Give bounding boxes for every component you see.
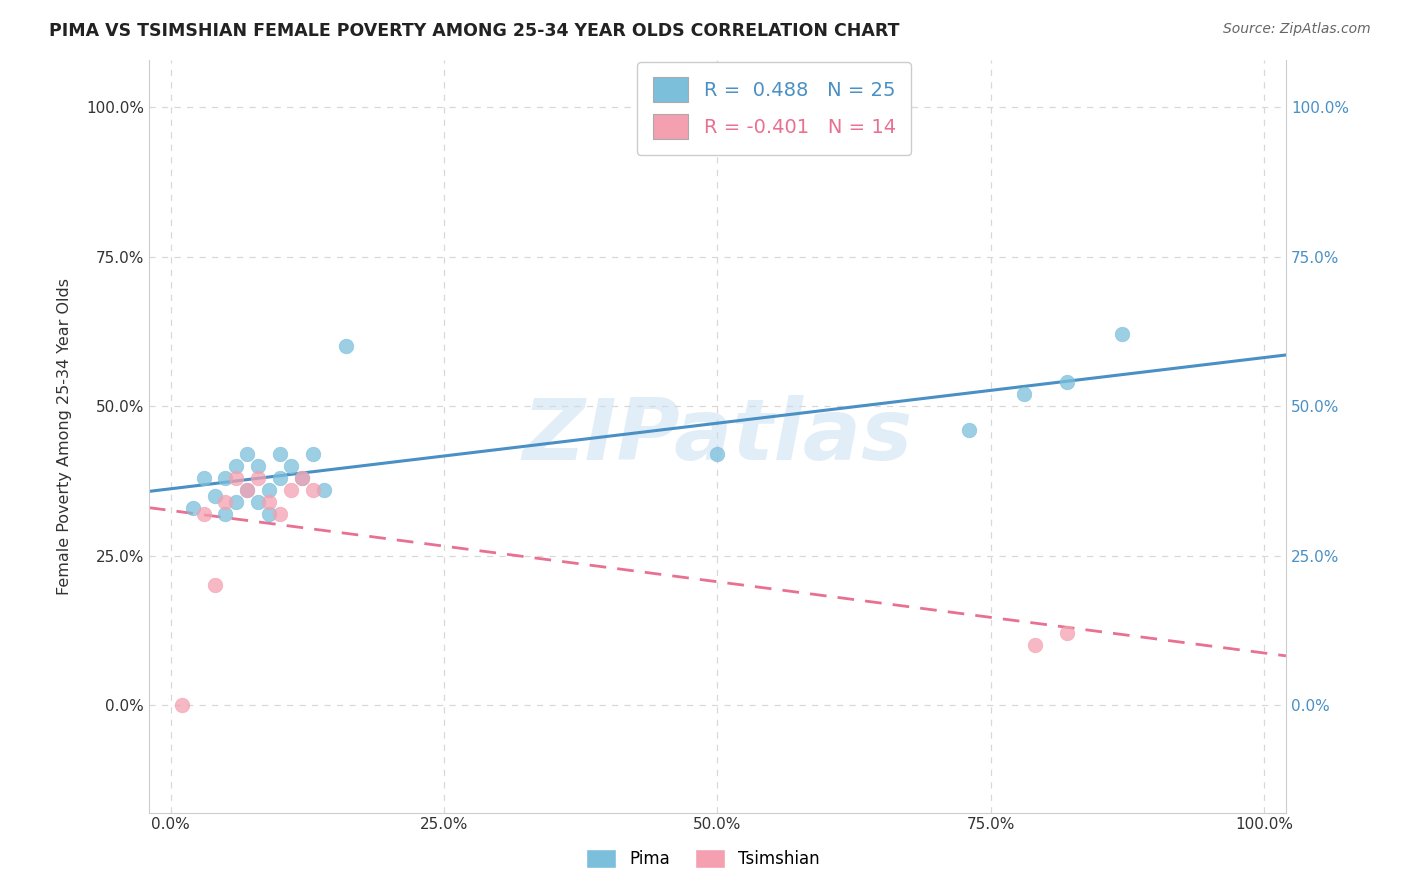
Point: [1012, 387, 1035, 401]
Point: [214, 507, 236, 521]
Point: [247, 495, 270, 509]
Y-axis label: Female Poverty Among 25-34 Year Olds: Female Poverty Among 25-34 Year Olds: [58, 277, 72, 595]
Point: [247, 471, 270, 485]
Point: [204, 489, 226, 503]
Legend: Pima, Tsimshian: Pima, Tsimshian: [579, 842, 827, 875]
Point: [1056, 626, 1078, 640]
Point: [269, 447, 291, 461]
Point: [225, 458, 247, 473]
Point: [204, 578, 226, 592]
Point: [193, 471, 215, 485]
Point: [280, 483, 302, 497]
Point: [269, 507, 291, 521]
Point: [706, 447, 728, 461]
Point: [257, 483, 280, 497]
Point: [335, 339, 357, 353]
Legend: R =  0.488   N = 25, R = -0.401   N = 14: R = 0.488 N = 25, R = -0.401 N = 14: [637, 62, 911, 154]
Point: [1024, 638, 1046, 652]
Point: [225, 471, 247, 485]
Text: ZIPatlas: ZIPatlas: [522, 394, 912, 477]
Point: [257, 507, 280, 521]
Point: [291, 471, 314, 485]
Point: [236, 483, 259, 497]
Point: [957, 423, 980, 437]
Point: [214, 471, 236, 485]
Point: [1056, 376, 1078, 390]
Point: [302, 483, 325, 497]
Point: [225, 495, 247, 509]
Point: [236, 483, 259, 497]
Point: [291, 471, 314, 485]
Point: [193, 507, 215, 521]
Point: [302, 447, 325, 461]
Text: Source: ZipAtlas.com: Source: ZipAtlas.com: [1223, 22, 1371, 37]
Point: [312, 483, 335, 497]
Point: [1111, 327, 1133, 342]
Point: [214, 495, 236, 509]
Point: [269, 471, 291, 485]
Point: [181, 500, 204, 515]
Point: [257, 495, 280, 509]
Point: [170, 698, 193, 712]
Point: [247, 458, 270, 473]
Point: [280, 458, 302, 473]
Text: PIMA VS TSIMSHIAN FEMALE POVERTY AMONG 25-34 YEAR OLDS CORRELATION CHART: PIMA VS TSIMSHIAN FEMALE POVERTY AMONG 2…: [49, 22, 900, 40]
Point: [236, 447, 259, 461]
